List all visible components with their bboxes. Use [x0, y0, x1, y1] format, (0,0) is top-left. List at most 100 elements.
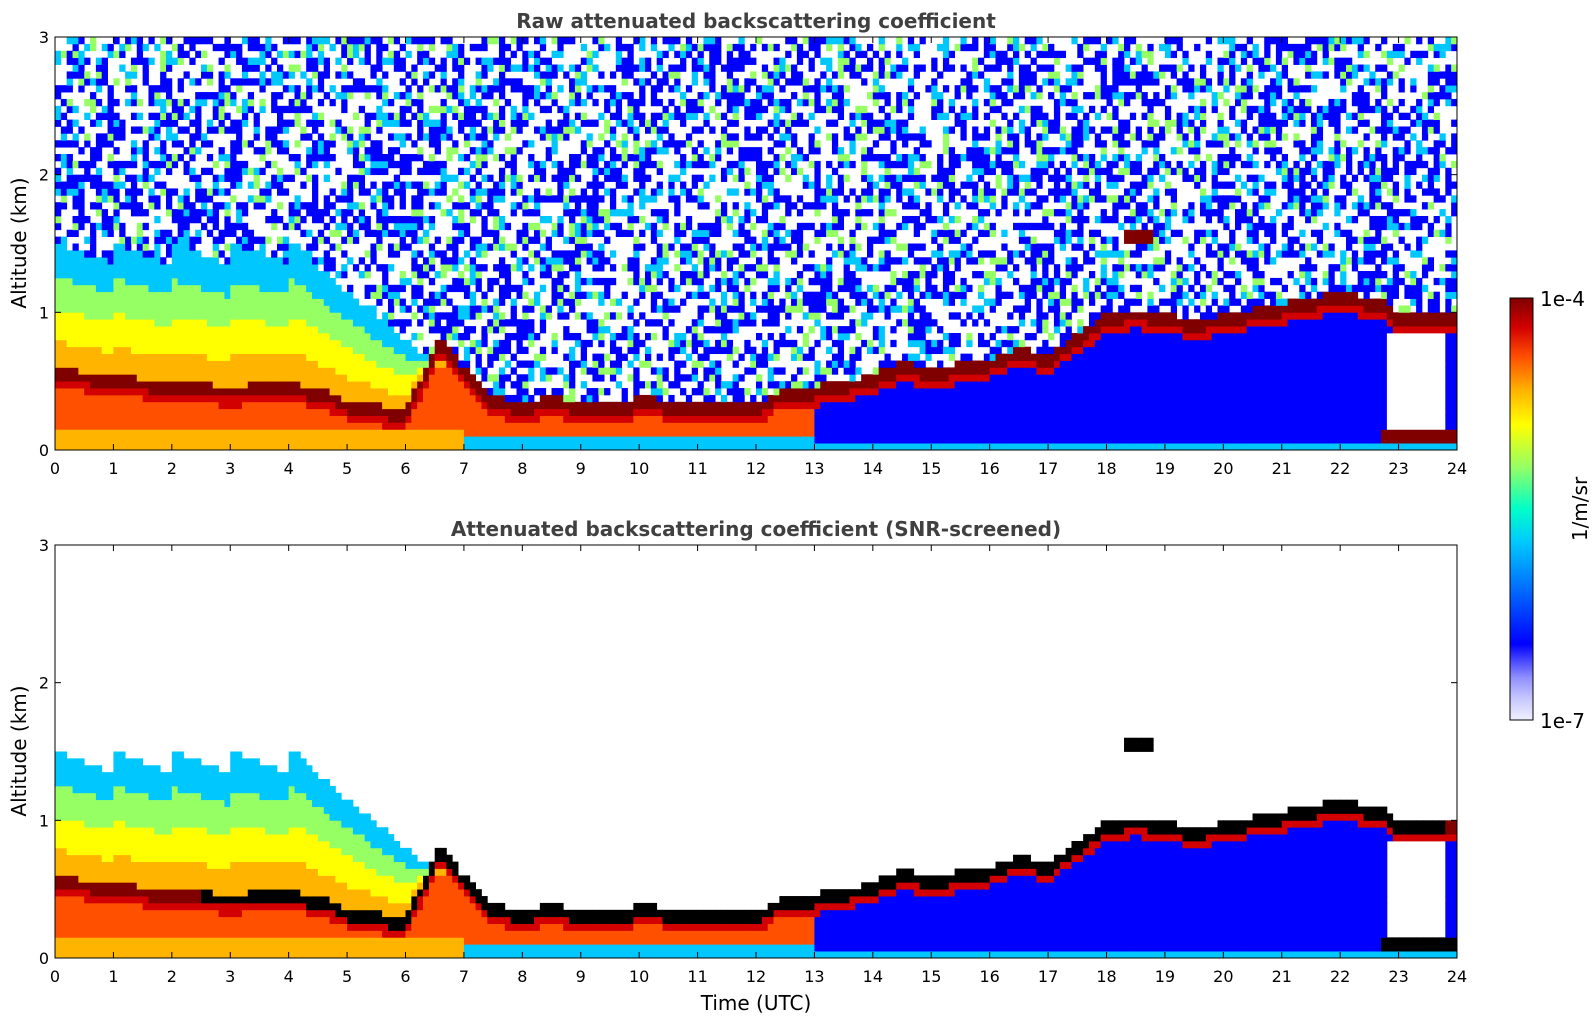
heatmap-cell: [411, 257, 418, 265]
heatmap-cell: [592, 429, 599, 437]
heatmap-cell: [136, 388, 144, 396]
heatmap-cell: [516, 112, 523, 120]
heatmap-cell: [756, 401, 763, 410]
heatmap-cell: [236, 312, 243, 320]
heatmap-cell: [306, 57, 313, 65]
heatmap-cell: [662, 209, 669, 217]
heatmap-cell: [352, 388, 360, 396]
heatmap-cell: [329, 284, 336, 293]
heatmap-cell: [347, 222, 354, 231]
heatmap-cell: [154, 229, 161, 238]
heatmap-cell: [312, 209, 319, 217]
heatmap-cell: [504, 429, 512, 437]
heatmap-cell: [241, 105, 249, 114]
heatmap-cell: [55, 215, 62, 224]
heatmap-cell: [201, 222, 208, 231]
heatmap-cell: [569, 167, 576, 176]
heatmap-cell: [621, 119, 628, 127]
heatmap-cell: [195, 305, 202, 313]
heatmap-cell: [142, 422, 149, 430]
heatmap-cell: [347, 195, 354, 203]
heatmap-cell: [510, 312, 517, 320]
heatmap-cell: [703, 37, 710, 45]
heatmap-cell: [551, 436, 558, 444]
heatmap-cell: [510, 250, 517, 258]
heatmap-cell: [107, 105, 114, 114]
heatmap-cell: [645, 119, 652, 127]
heatmap-cell: [598, 181, 605, 189]
heatmap-cell: [423, 160, 430, 169]
heatmap-cell: [428, 388, 436, 396]
heatmap-cell: [382, 408, 389, 416]
heatmap-cell: [592, 360, 599, 368]
heatmap-cell: [446, 436, 453, 444]
heatmap-cell: [656, 305, 663, 313]
heatmap-cell: [370, 160, 377, 169]
heatmap-cell: [347, 401, 354, 410]
heatmap-cell: [253, 408, 260, 416]
heatmap-cell: [428, 346, 436, 355]
heatmap-cell: [750, 57, 757, 65]
heatmap-cell: [469, 215, 476, 224]
heatmap-cell: [463, 332, 471, 341]
heatmap-cell: [259, 381, 266, 389]
heatmap-cell: [317, 271, 325, 279]
heatmap-cell: [165, 126, 173, 134]
heatmap-cell: [212, 312, 219, 320]
heatmap-cell: [177, 339, 184, 348]
heatmap-cell: [370, 202, 377, 210]
heatmap-cell: [744, 264, 751, 272]
heatmap-cell: [405, 443, 412, 450]
heatmap-cell: [732, 298, 739, 306]
heatmap-cell: [136, 264, 144, 272]
heatmap-cell: [668, 133, 675, 141]
heatmap-cell: [306, 401, 313, 410]
heatmap-cell: [668, 305, 675, 313]
heatmap-cell: [119, 50, 126, 59]
heatmap-cell: [417, 319, 424, 327]
heatmap-cell: [294, 50, 301, 59]
heatmap-cell: [691, 126, 698, 134]
heatmap-cell: [551, 408, 558, 416]
heatmap-cell: [534, 71, 541, 79]
heatmap-cell: [195, 401, 202, 410]
heatmap-cell: [312, 388, 319, 396]
heatmap-cell: [750, 353, 757, 361]
heatmap-cell: [586, 92, 593, 100]
heatmap-cell: [750, 98, 757, 107]
heatmap-cell: [411, 229, 418, 238]
heatmap-cell: [650, 415, 658, 423]
heatmap-cell: [154, 326, 161, 334]
heatmap-cell: [440, 353, 447, 361]
heatmap-cell: [551, 160, 558, 169]
heatmap-cell: [201, 381, 208, 389]
heatmap-cell: [101, 284, 108, 293]
heatmap-cell: [428, 133, 436, 141]
heatmap-cell: [95, 284, 103, 293]
heatmap-cell: [230, 50, 237, 59]
heatmap-cell: [592, 181, 599, 189]
heatmap-cell: [370, 312, 377, 320]
heatmap-cell: [697, 222, 704, 231]
heatmap-cell: [738, 264, 745, 272]
heatmap-cell: [504, 443, 512, 450]
heatmap-cell: [265, 188, 272, 196]
heatmap-cell: [709, 243, 716, 251]
heatmap-cell: [370, 305, 377, 313]
heatmap-cell: [685, 415, 693, 423]
heatmap-cell: [160, 339, 167, 348]
heatmap-cell: [528, 408, 535, 416]
heatmap-cell: [598, 277, 605, 286]
heatmap-cell: [452, 78, 459, 86]
heatmap-cell: [206, 360, 214, 368]
heatmap-cell: [463, 408, 471, 416]
heatmap-cell: [347, 332, 354, 341]
heatmap-cell: [738, 388, 745, 396]
heatmap-cell: [370, 360, 377, 368]
heatmap-cell: [72, 105, 79, 114]
heatmap-cell: [504, 394, 512, 403]
heatmap-cell: [563, 401, 570, 410]
heatmap-cell: [756, 215, 763, 224]
heatmap-cell: [539, 195, 547, 203]
heatmap-cell: [405, 98, 412, 107]
